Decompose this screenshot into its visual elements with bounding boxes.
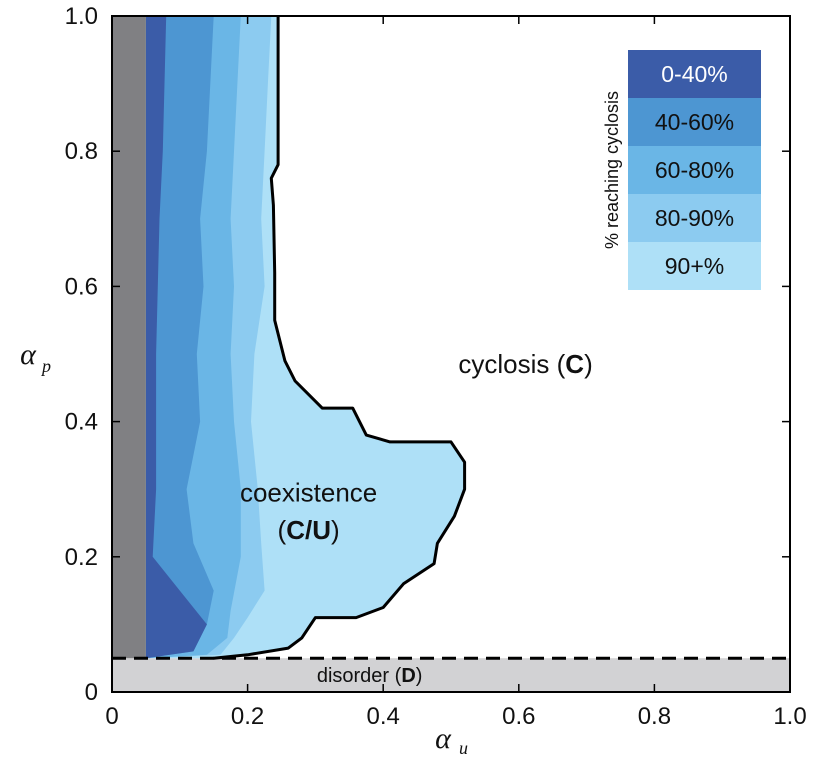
- coexistence-label-line2-part-0: (: [278, 515, 287, 545]
- coexistence-label-line2: (C/U): [278, 515, 340, 545]
- x-tick-label: 1.0: [773, 703, 806, 730]
- gray-strip: [112, 16, 146, 659]
- x-axis-label: α: [435, 722, 452, 755]
- coexistence-label-line1: coexistence: [240, 478, 377, 508]
- y-tick-label: 0.6: [65, 273, 98, 300]
- legend-entry-label: 0-40%: [661, 61, 727, 87]
- y-tick-label: 0.4: [65, 409, 98, 436]
- axes: 0 0.2 0.4 0.6 0.8 1.0 0 0.2 0.4 0.6 0.8 1.0: [65, 3, 807, 730]
- coexistence-label-line2-part-2: ): [331, 515, 340, 545]
- x-tick-label: 0.4: [367, 703, 400, 730]
- axes-frame: [111, 15, 791, 693]
- disorder-region: [112, 658, 790, 692]
- legend: 0-40% 40-60% 60-80% 80-90% 90+% % reaching cy…: [602, 50, 761, 290]
- disorder-label: disorder (D): [317, 665, 423, 687]
- x-tick-label: 0.6: [502, 703, 535, 730]
- x-tick-label: 0.2: [231, 703, 264, 730]
- labels: α uα p cyclosis (C)coexistence(C/U)disorder…: [20, 338, 593, 758]
- legend-entry-label: 60-80%: [655, 157, 734, 183]
- y-tick-label: 1.0: [65, 3, 98, 30]
- cyclosis-label-part-0: cyclosis (: [458, 349, 565, 379]
- y-tick-label: 0: [85, 679, 98, 706]
- coexistence-label-line2-part-1: C/U: [286, 515, 331, 545]
- legend-entry-label: 80-90%: [655, 205, 734, 231]
- y-axis-label-subscript: p: [40, 356, 51, 376]
- band-0-40: [145, 16, 207, 659]
- plot-area: [112, 16, 790, 692]
- legend-entry-label: 90+%: [665, 253, 724, 279]
- y-axis-label: α: [20, 338, 37, 371]
- x-tick-label: 0.8: [638, 703, 671, 730]
- x-tick-label: 0: [105, 703, 118, 730]
- legend-swatch: [628, 50, 761, 98]
- legend-title: % reaching cyclosis: [602, 91, 622, 249]
- cyclosis-label-part-1: C: [565, 349, 584, 379]
- disorder-label-part-2: ): [416, 665, 423, 687]
- cyclosis-label-part-2: ): [584, 349, 593, 379]
- cyclosis-label: cyclosis (C): [458, 349, 592, 379]
- y-tick-label: 0.8: [65, 138, 98, 165]
- disorder-label-part-1: D: [401, 665, 415, 687]
- cyclosis-boundary-line: [213, 16, 467, 660]
- disorder-label-part-0: disorder (: [317, 665, 402, 687]
- x-axis-label-subscript: u: [459, 738, 468, 758]
- legend-swatch: [628, 194, 761, 242]
- legend-swatch: [628, 146, 761, 194]
- legend-entry-label: 40-60%: [655, 109, 734, 135]
- band-40-60: [145, 16, 214, 659]
- legend-swatch: [628, 98, 761, 146]
- legend-swatch: [628, 242, 761, 290]
- y-tick-label: 0.2: [65, 544, 98, 571]
